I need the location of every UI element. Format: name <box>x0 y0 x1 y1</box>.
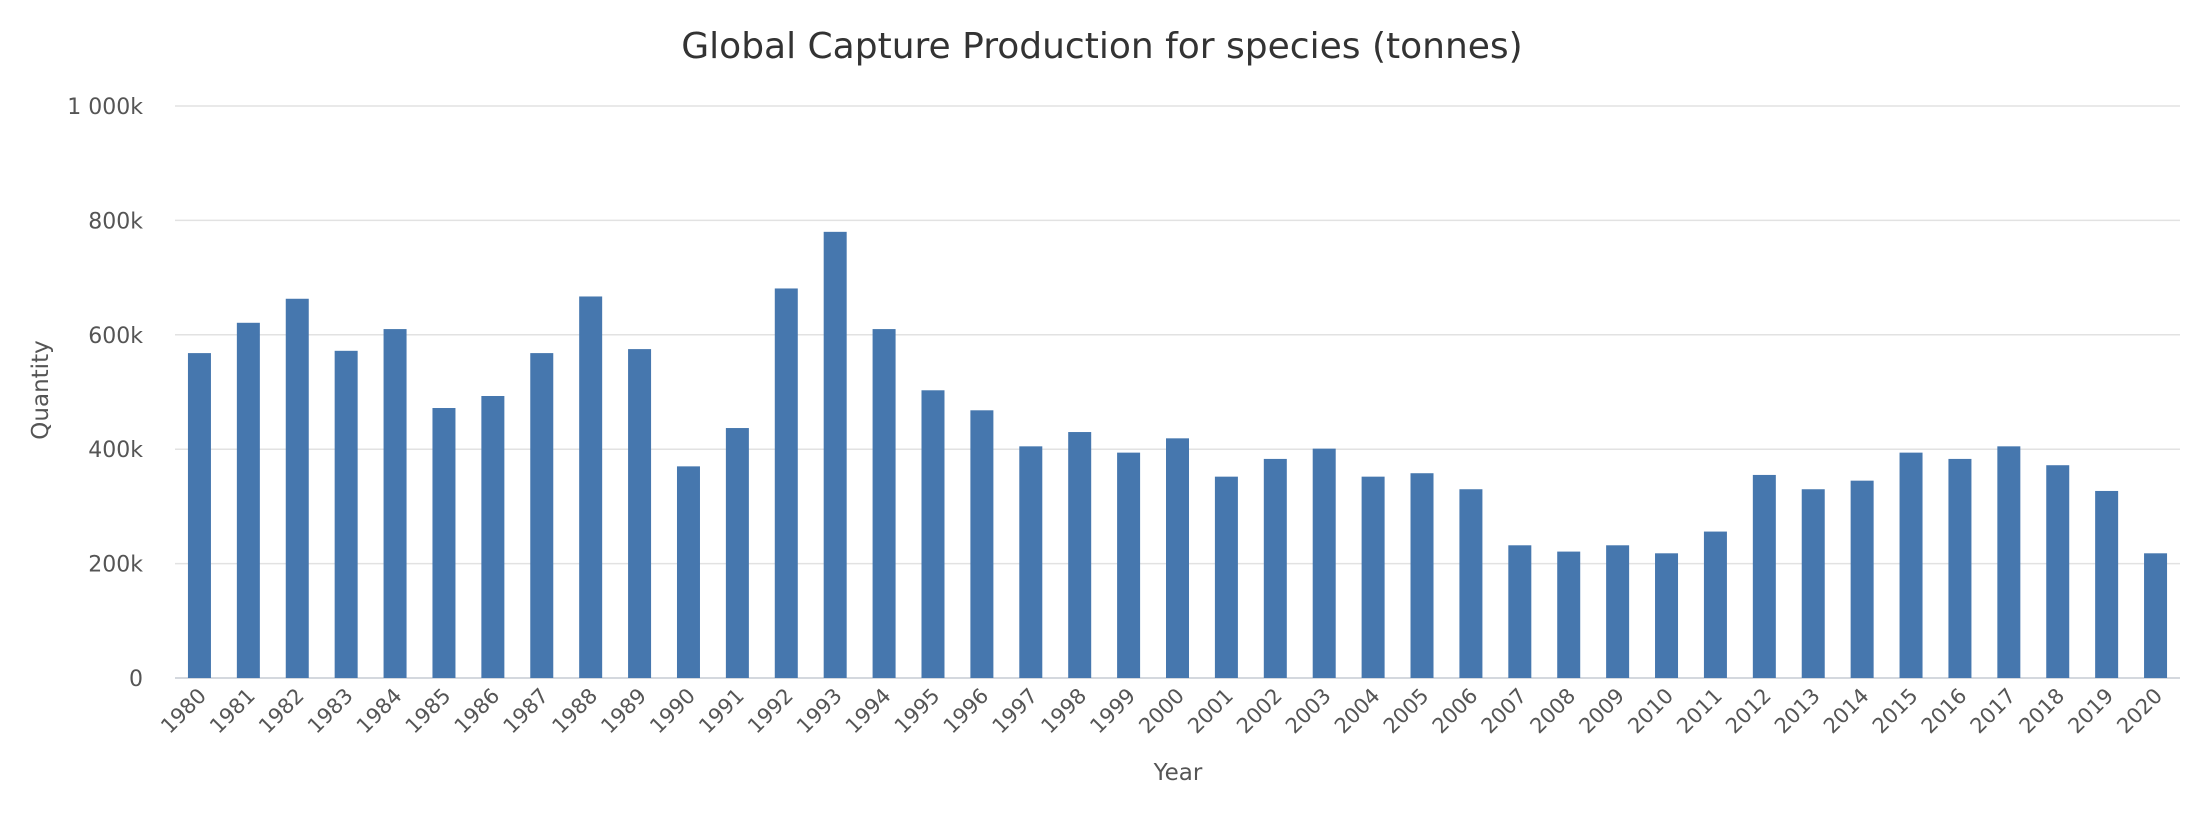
bar-1983[interactable] <box>334 350 358 678</box>
bar-1988[interactable] <box>579 296 603 678</box>
bar-2020[interactable] <box>2144 553 2168 678</box>
x-tick-label: 1981 <box>205 684 260 739</box>
y-tick-label: 200k <box>88 553 143 578</box>
bar-1993[interactable] <box>823 231 847 678</box>
x-tick-label: 1983 <box>303 684 358 739</box>
x-tick-label: 2010 <box>1623 684 1678 739</box>
x-tick-label: 1980 <box>156 684 211 739</box>
bar-1987[interactable] <box>530 353 554 678</box>
bar-1982[interactable] <box>285 298 309 678</box>
x-axis-title: Year <box>1153 760 1203 786</box>
bar-2003[interactable] <box>1312 448 1336 678</box>
x-tick-label: 2003 <box>1281 684 1336 739</box>
bar-2019[interactable] <box>2095 490 2119 678</box>
x-tick-label: 2002 <box>1232 684 1287 739</box>
bar-2005[interactable] <box>1410 473 1434 678</box>
x-tick-label: 2012 <box>1721 684 1776 739</box>
y-tick-label: 800k <box>88 209 143 234</box>
x-tick-label: 1990 <box>645 684 700 739</box>
bar-2013[interactable] <box>1801 489 1825 678</box>
bar-2007[interactable] <box>1508 545 1532 678</box>
bar-1996[interactable] <box>970 410 994 678</box>
x-tick-label: 2017 <box>1966 684 2021 739</box>
bar-2004[interactable] <box>1361 476 1385 678</box>
bar-2009[interactable] <box>1606 545 1630 678</box>
x-tick-label: 1999 <box>1085 684 1140 739</box>
y-tick-label: 1 000k <box>67 95 143 120</box>
x-tick-label: 1997 <box>988 684 1043 739</box>
x-axis-ticks: 1980198119821983198419851986198719881989… <box>156 684 2167 739</box>
bar-2012[interactable] <box>1752 474 1776 678</box>
bar-1981[interactable] <box>236 322 260 678</box>
bar-2011[interactable] <box>1703 531 1727 678</box>
x-tick-label: 1987 <box>499 684 554 739</box>
chart-title: Global Capture Production for species (t… <box>681 26 1522 67</box>
y-axis-ticks: 0 200k 400k 600k 800k 1 000k <box>67 95 143 692</box>
x-tick-label: 2007 <box>1477 684 1532 739</box>
bar-1997[interactable] <box>1019 446 1043 678</box>
bar-1980[interactable] <box>187 353 211 678</box>
bar-1999[interactable] <box>1117 452 1141 678</box>
y-axis-title: Quantity <box>28 340 54 439</box>
bar-2000[interactable] <box>1166 438 1189 678</box>
bar-2018[interactable] <box>2046 465 2070 678</box>
x-tick-label: 2016 <box>1917 684 1972 739</box>
bar-2010[interactable] <box>1655 553 1679 678</box>
x-tick-label: 2006 <box>1428 684 1483 739</box>
y-tick-label: 600k <box>88 324 143 349</box>
bar-1995[interactable] <box>921 390 945 678</box>
x-tick-label: 2004 <box>1330 684 1385 739</box>
bar-1985[interactable] <box>432 408 456 678</box>
bar-2017[interactable] <box>1997 446 2021 678</box>
x-tick-label: 2020 <box>2112 684 2167 739</box>
x-tick-label: 1985 <box>401 684 456 739</box>
x-tick-label: 2005 <box>1379 684 1434 739</box>
x-tick-label: 2001 <box>1183 684 1238 739</box>
y-tick-label: 0 <box>129 667 143 692</box>
bar-1989[interactable] <box>628 349 652 678</box>
x-tick-label: 2000 <box>1134 684 1189 739</box>
x-tick-label: 1994 <box>841 684 896 739</box>
x-tick-label: 1988 <box>547 684 602 739</box>
x-tick-label: 1993 <box>792 684 847 739</box>
bar-1986[interactable] <box>481 396 505 678</box>
bar-1994[interactable] <box>872 329 896 678</box>
bars <box>187 231 2168 678</box>
bar-2015[interactable] <box>1899 452 1923 678</box>
x-tick-label: 2014 <box>1819 684 1874 739</box>
x-tick-label: 2011 <box>1672 684 1727 739</box>
x-tick-label: 2018 <box>2015 684 2070 739</box>
bar-1992[interactable] <box>774 288 798 678</box>
x-tick-label: 2019 <box>2063 684 2118 739</box>
bar-1998[interactable] <box>1068 432 1092 678</box>
bar-2014[interactable] <box>1850 480 1874 678</box>
y-tick-label: 400k <box>88 438 143 463</box>
bar-1990[interactable] <box>676 466 700 678</box>
bar-1984[interactable] <box>383 329 407 678</box>
x-tick-label: 2008 <box>1525 684 1580 739</box>
x-tick-label: 1998 <box>1036 684 1091 739</box>
x-tick-label: 1992 <box>743 684 798 739</box>
x-tick-label: 1989 <box>596 684 651 739</box>
x-tick-label: 2009 <box>1574 684 1629 739</box>
x-tick-label: 1996 <box>939 684 994 739</box>
x-tick-label: 1984 <box>352 684 407 739</box>
bar-2001[interactable] <box>1214 476 1238 678</box>
bar-2006[interactable] <box>1459 489 1483 678</box>
bar-2002[interactable] <box>1263 458 1287 678</box>
bar-2016[interactable] <box>1948 458 1972 678</box>
x-tick-label: 2013 <box>1770 684 1825 739</box>
bar-2008[interactable] <box>1557 551 1581 678</box>
bar-1991[interactable] <box>725 428 749 678</box>
x-tick-label: 1982 <box>254 684 309 739</box>
x-tick-label: 2015 <box>1868 684 1923 739</box>
x-tick-label: 1995 <box>890 684 945 739</box>
x-tick-label: 1991 <box>694 684 749 739</box>
x-tick-label: 1986 <box>450 684 505 739</box>
